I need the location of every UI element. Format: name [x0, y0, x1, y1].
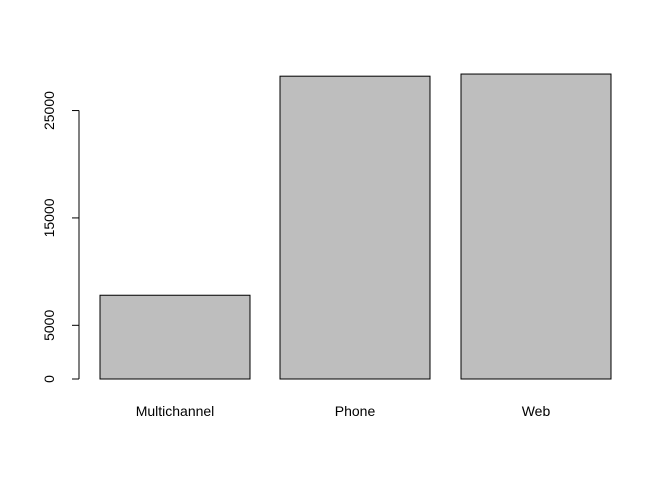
x-category-label: Web	[522, 403, 551, 419]
y-tick-label: 25000	[41, 91, 57, 130]
y-tick-label: 5000	[41, 310, 57, 341]
bar-phone	[279, 75, 431, 380]
bar-multichannel	[99, 294, 251, 380]
x-axis-labels: Multichannel Phone Web	[136, 403, 551, 419]
bar-web	[460, 73, 612, 380]
x-category-label: Phone	[335, 403, 376, 419]
x-category-label: Multichannel	[136, 403, 215, 419]
y-tick-label: 0	[41, 375, 57, 383]
y-tick-label: 15000	[41, 198, 57, 237]
y-axis: 0 5000 15000 25000	[41, 91, 80, 383]
bars	[99, 73, 612, 380]
